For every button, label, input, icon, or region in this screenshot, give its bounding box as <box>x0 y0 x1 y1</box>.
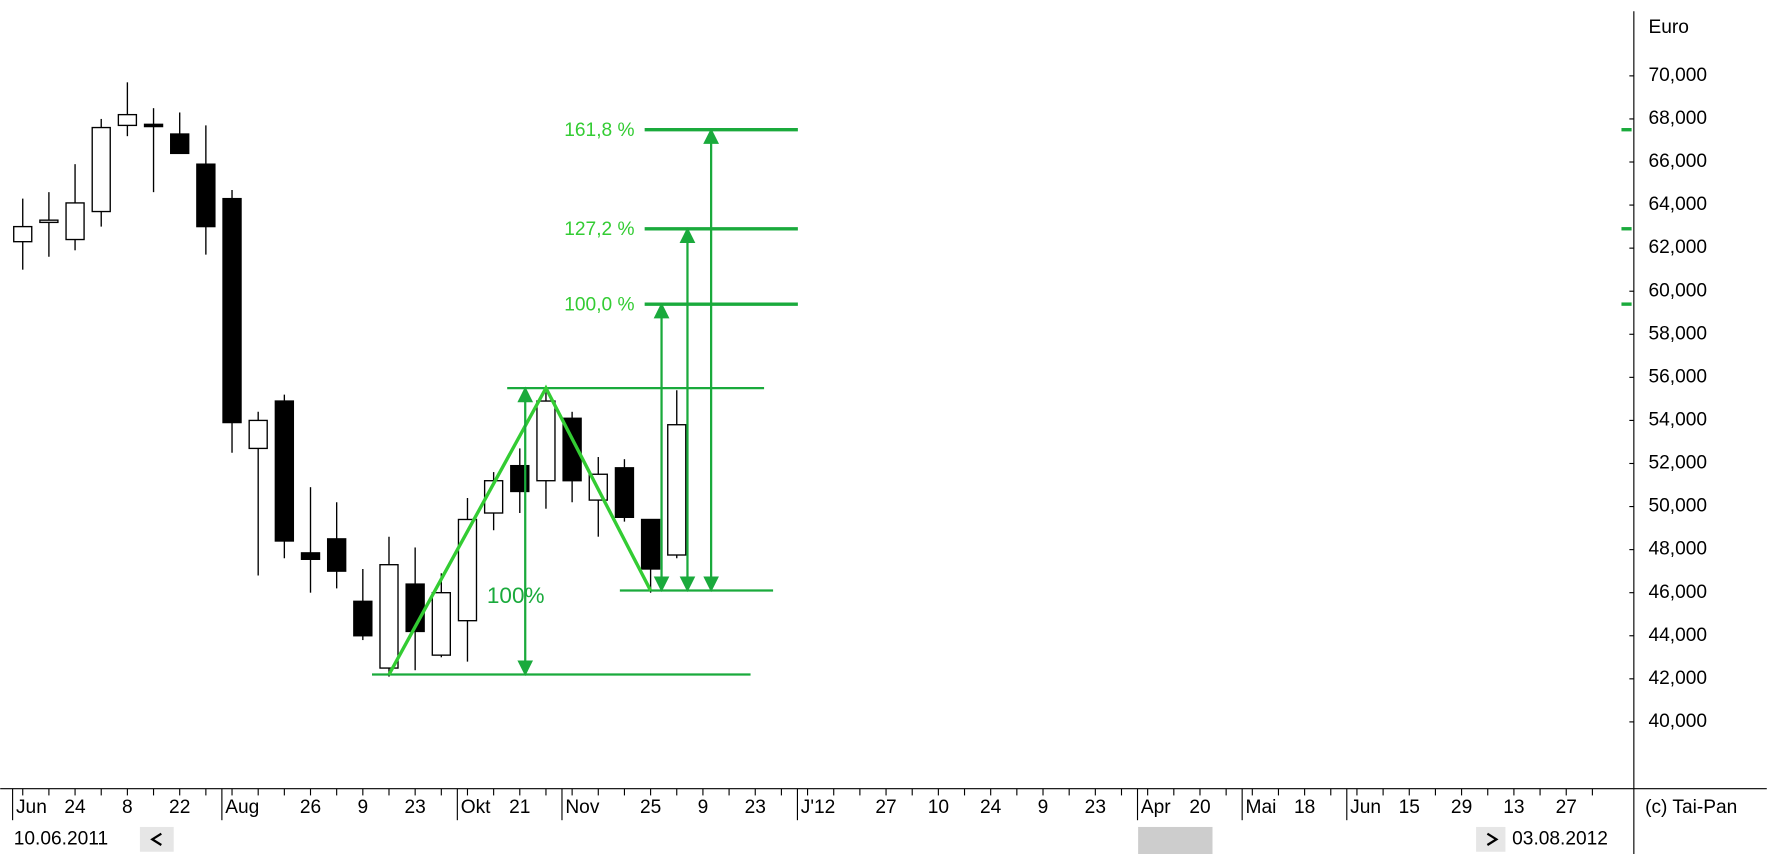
fib-level-label: 100,0 % <box>564 294 634 315</box>
y-tick-label: 70,000 <box>1648 65 1707 86</box>
x-tick-label: Nov <box>565 797 599 818</box>
candle-body <box>326 538 347 572</box>
x-tick-label: 20 <box>1189 797 1210 818</box>
candle-body <box>562 417 582 482</box>
scroll-left-icon <box>150 832 162 846</box>
x-tick-label: 22 <box>169 797 190 818</box>
candle-body <box>300 552 321 560</box>
y-tick-label: 42,000 <box>1648 668 1707 689</box>
y-tick-label: 46,000 <box>1648 582 1707 603</box>
candle-body <box>117 113 138 127</box>
y-tick-label: 44,000 <box>1648 625 1707 646</box>
y-tick-label: 62,000 <box>1648 237 1707 258</box>
y-axis-label: Euro <box>1648 17 1688 38</box>
y-tick-label: 66,000 <box>1648 151 1707 172</box>
fib-level-label: 127,2 % <box>564 219 634 240</box>
y-tick-label: 40,000 <box>1648 711 1707 732</box>
x-tick-label: 23 <box>745 797 766 818</box>
candle-body <box>170 133 190 155</box>
x-tick-label: 10 <box>928 797 949 818</box>
candle-body <box>65 202 85 241</box>
x-tick-label: J'12 <box>801 797 836 818</box>
x-tick-label: 25 <box>640 797 661 818</box>
x-tick-label: 23 <box>405 797 426 818</box>
scroll-thumb[interactable] <box>1138 826 1213 854</box>
x-tick-label: 18 <box>1294 797 1315 818</box>
candle-body <box>13 225 33 243</box>
copyright: (c) Tai-Pan <box>1645 797 1737 818</box>
scroll-right-button[interactable] <box>1476 826 1506 852</box>
x-tick-label: 26 <box>300 797 321 818</box>
candle-body <box>353 600 373 637</box>
x-tick-label: Okt <box>461 797 491 818</box>
x-tick-label: 9 <box>358 797 369 818</box>
x-tick-label: 27 <box>1556 797 1577 818</box>
scroll-left-button[interactable] <box>139 826 174 852</box>
candle-body <box>536 400 556 482</box>
x-tick-label: 27 <box>875 797 896 818</box>
y-tick-label: 58,000 <box>1648 323 1707 344</box>
y-tick-label: 52,000 <box>1648 453 1707 474</box>
candle-body <box>248 419 268 450</box>
fib-range-label: 100% <box>487 583 545 608</box>
y-tick-label: 60,000 <box>1648 280 1707 301</box>
candle-body <box>614 467 635 518</box>
end-date: 03.08.2012 <box>1512 828 1608 849</box>
x-tick-label: 9 <box>1038 797 1049 818</box>
x-tick-label: Aug <box>225 797 259 818</box>
x-tick-label: Mai <box>1246 797 1277 818</box>
y-tick-label: 68,000 <box>1648 108 1707 129</box>
x-tick-label: 24 <box>64 797 86 818</box>
x-tick-label: 21 <box>509 797 530 818</box>
candle-body <box>457 518 478 622</box>
candle-body <box>39 219 59 224</box>
x-tick-label: Apr <box>1141 797 1171 818</box>
candle-body <box>222 197 242 424</box>
x-tick-label: 15 <box>1399 797 1420 818</box>
x-tick-label: 29 <box>1451 797 1472 818</box>
x-tick-label: 13 <box>1503 797 1524 818</box>
y-tick-label: 54,000 <box>1648 409 1707 430</box>
x-tick-label: Jun <box>16 797 47 818</box>
candle-body <box>640 518 661 570</box>
x-tick-label: 24 <box>980 797 1002 818</box>
candle-body <box>196 163 216 228</box>
candle-body <box>91 126 111 213</box>
start-date: 10.06.2011 <box>14 828 108 849</box>
y-tick-label: 64,000 <box>1648 194 1707 215</box>
y-tick-label: 48,000 <box>1648 539 1707 560</box>
candle-body <box>143 123 164 128</box>
fib-level-label: 161,8 % <box>564 120 634 141</box>
x-tick-label: Jun <box>1350 797 1381 818</box>
y-tick-label: 50,000 <box>1648 496 1707 517</box>
scroll-right-icon <box>1486 832 1499 846</box>
x-tick-label: 9 <box>698 797 709 818</box>
zigzag <box>387 384 653 676</box>
x-tick-label: 23 <box>1085 797 1106 818</box>
candle-body <box>667 424 687 556</box>
y-tick-label: 56,000 <box>1648 366 1707 387</box>
candle-body <box>274 400 295 542</box>
candle-body <box>379 564 399 669</box>
x-tick-label: 8 <box>122 797 133 818</box>
candle-body <box>431 592 452 656</box>
